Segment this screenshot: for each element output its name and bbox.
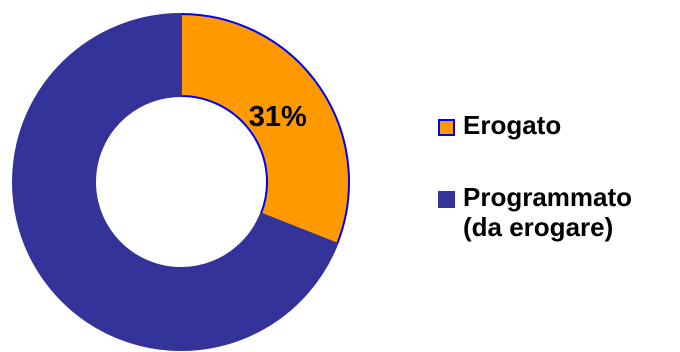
donut-slice-programmato bbox=[12, 13, 339, 351]
legend-item-programmato: Programmato (da erogare) bbox=[438, 182, 678, 242]
donut-slice-erogato bbox=[180, 13, 350, 245]
donut-data-labels: 31% bbox=[249, 101, 307, 133]
legend-label-line: Programmato bbox=[463, 182, 633, 212]
legend-label-line: (da erogare) bbox=[463, 212, 614, 242]
legend-label-erogato: Erogato bbox=[463, 110, 561, 140]
chart-legend: Erogato Programmato (da erogare) bbox=[438, 110, 678, 284]
legend-label-line: Erogato bbox=[463, 110, 562, 140]
data-label-erogato: 31% bbox=[249, 101, 307, 133]
legend-label-programmato: Programmato (da erogare) bbox=[463, 182, 632, 242]
legend-swatch-erogato bbox=[438, 119, 455, 136]
donut-slices bbox=[12, 13, 350, 351]
legend-item-erogato: Erogato bbox=[438, 110, 678, 140]
legend-swatch-programmato bbox=[438, 191, 455, 208]
